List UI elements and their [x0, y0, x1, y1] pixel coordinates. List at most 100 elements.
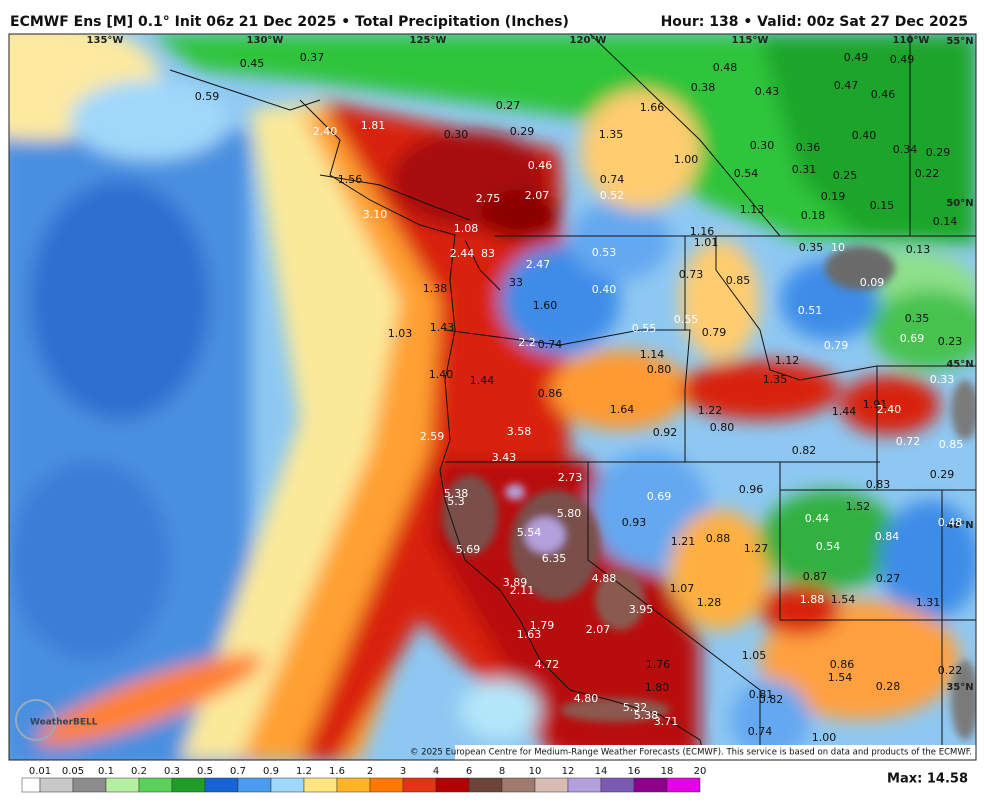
precip-label: 0.27 — [876, 572, 901, 585]
precip-label: 0.34 — [893, 143, 918, 156]
precip-label: 0.35 — [905, 312, 930, 325]
precip-label: 0.28 — [876, 680, 901, 693]
colorbar-swatch — [72, 777, 107, 793]
colorbar-swatch — [435, 777, 470, 793]
precip-label: 0.31 — [792, 163, 817, 176]
colorbar-swatch — [468, 777, 503, 793]
precip-label: 2.11 — [510, 584, 535, 597]
precip-label: 1.35 — [599, 128, 624, 141]
precip-label: 1.13 — [740, 203, 765, 216]
precip-label: 1.76 — [646, 658, 671, 671]
colorbar-tick-label: 14 — [595, 766, 608, 777]
precip-label: 0.22 — [915, 167, 940, 180]
precip-label: 0.43 — [755, 85, 780, 98]
precip-label: 0.29 — [510, 125, 535, 138]
precip-label: 1.43 — [430, 321, 455, 334]
precip-label: 1.01 — [694, 236, 719, 249]
precip-label: 1.91 — [863, 398, 888, 411]
colorbar-tick-label: 0.9 — [263, 766, 279, 777]
precip-label: 2.07 — [586, 623, 611, 636]
precip-label: 1.14 — [640, 348, 665, 361]
colorbar-tick-label: 8 — [499, 766, 505, 777]
colorbar-tick-label: 0.3 — [164, 766, 180, 777]
precip-label: 0.37 — [300, 51, 325, 64]
precip-label: 1.08 — [454, 222, 479, 235]
colorbar-tick-label: 16 — [628, 766, 641, 777]
precip-label: 83 — [481, 247, 495, 260]
precip-label: 0.80 — [710, 421, 735, 434]
precip-label: 0.15 — [870, 199, 895, 212]
precip-label: 2.47 — [526, 258, 551, 271]
precip-label: 1.12 — [775, 354, 800, 367]
precip-label: 0.29 — [926, 146, 951, 159]
precip-label: 0.29 — [930, 468, 955, 481]
precip-label: 1.44 — [832, 405, 857, 418]
precip-label: 3.43 — [492, 451, 517, 464]
precip-label: 1.38 — [423, 282, 448, 295]
precip-label: 0.40 — [852, 129, 877, 142]
precip-label: 1.05 — [742, 649, 767, 662]
precip-label: 0.83 — [866, 478, 891, 491]
precip-label: 1.54 — [831, 593, 856, 606]
precip-label: 0.79 — [702, 326, 727, 339]
precip-label: 0.54 — [816, 540, 841, 553]
graticule-label: 110°W — [893, 35, 930, 46]
precip-label: 0.51 — [798, 304, 823, 317]
precip-label: 0.52 — [600, 189, 625, 202]
colorbar-swatch — [21, 777, 41, 793]
graticule-label: 35°N — [946, 682, 973, 693]
colorbar-swatch — [39, 777, 74, 793]
precip-label: 1.64 — [610, 403, 635, 416]
colorbar-swatch — [534, 777, 569, 793]
precip-label: 0.46 — [871, 88, 896, 101]
precip-label: 1.44 — [470, 374, 495, 387]
precip-label: 0.55 — [674, 313, 699, 326]
colorbar-swatch — [105, 777, 140, 793]
precip-label: 0.73 — [679, 268, 704, 281]
precip-label: 1.00 — [674, 153, 699, 166]
precip-label: 4.88 — [592, 572, 617, 585]
precip-label: 5.54 — [517, 526, 542, 539]
precip-label: 0.40 — [592, 283, 617, 296]
precip-label: 0.46 — [528, 159, 553, 172]
precip-label: 0.69 — [647, 490, 672, 503]
precip-label: 1.60 — [533, 299, 558, 312]
precip-label: 0.74 — [538, 338, 563, 351]
precip-label: 1.31 — [916, 596, 941, 609]
precip-label: 0.86 — [830, 658, 855, 671]
precip-label: 1.35 — [763, 373, 788, 386]
precip-label: 0.81 — [749, 688, 774, 701]
precip-label: 0.74 — [600, 173, 625, 186]
precip-label: 0.18 — [801, 209, 826, 222]
precip-label: 0.33 — [930, 373, 955, 386]
precip-label: 1.28 — [697, 596, 722, 609]
precip-label: 2.2 — [518, 336, 536, 349]
precip-label: 0.72 — [896, 435, 921, 448]
copyright: © 2025 European Centre for Medium-Range … — [410, 748, 972, 758]
colorbar-swatch — [237, 777, 272, 793]
precip-label: 0.55 — [632, 322, 657, 335]
precip-label: 0.54 — [734, 167, 759, 180]
precip-label: 0.92 — [653, 426, 678, 439]
precip-label: 0.48 — [938, 516, 963, 529]
precip-label: 3.58 — [507, 425, 532, 438]
precip-label: 2.07 — [525, 189, 550, 202]
precip-label: 1.79 — [530, 619, 555, 632]
precip-label: 0.47 — [834, 79, 859, 92]
precip-label: 1.40 — [429, 368, 454, 381]
colorbar-tick-label: 0.01 — [29, 766, 51, 777]
precip-label: 10 — [831, 241, 845, 254]
graticule-label: 115°W — [732, 35, 769, 46]
precip-label: 0.59 — [195, 90, 220, 103]
precip-label: 0.22 — [938, 664, 963, 677]
precip-label: 4.80 — [574, 692, 599, 705]
precip-label: 5.80 — [557, 507, 582, 520]
colorbar-tick-label: 1.6 — [329, 766, 345, 777]
overlay: 135°W 130°W 125°W 120°W 115°W 110°W 55°N50°N45… — [21, 35, 974, 793]
colorbar-swatch — [204, 777, 239, 793]
precip-label: 1.88 — [800, 593, 825, 606]
colorbar-swatch — [666, 777, 701, 793]
precip-label: 0.86 — [538, 387, 563, 400]
precip-label: 2.73 — [558, 471, 583, 484]
